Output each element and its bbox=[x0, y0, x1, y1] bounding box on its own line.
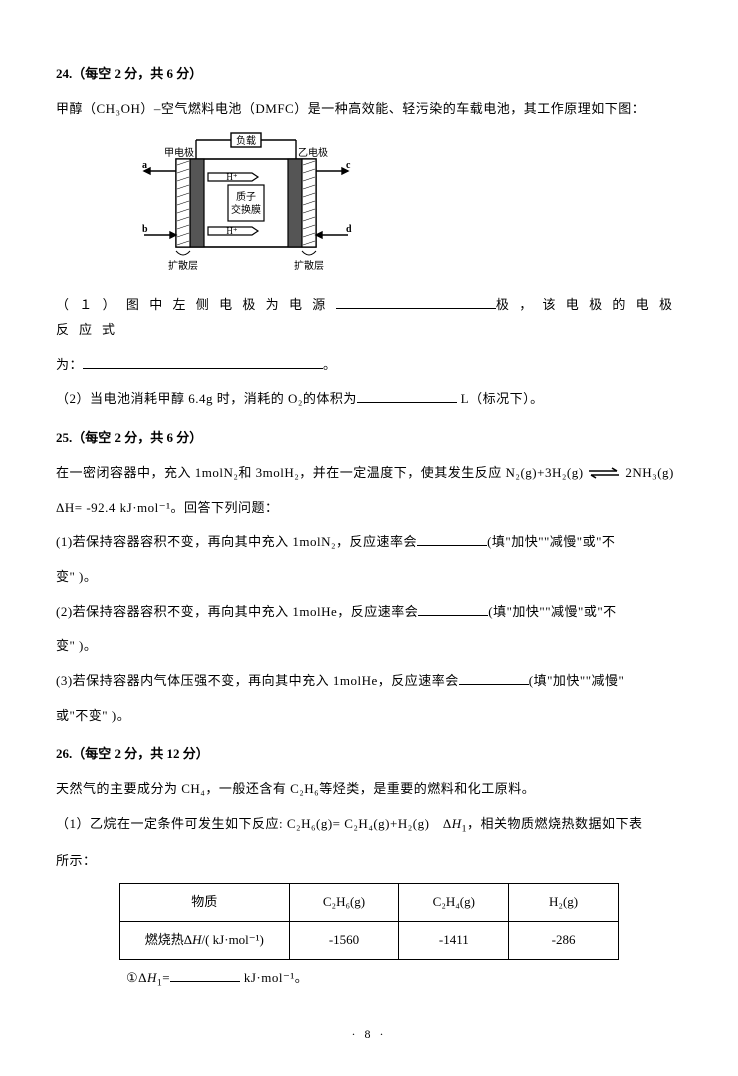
q24-p1-tail-label: 为： bbox=[56, 357, 83, 372]
q26-p1-b: ，相关物质燃烧热数据如下表 bbox=[467, 816, 643, 831]
q24-p1-tail-suffix: 。 bbox=[323, 357, 337, 372]
th-1: C₂H₆(g) bbox=[289, 884, 399, 922]
q24-intro: 甲醇（CH₃OH）–空气燃料电池（DMFC）是一种高效能、轻污染的车载电池，其工… bbox=[56, 97, 682, 122]
fn-eq: = bbox=[162, 970, 170, 985]
row-label-suffix: /( kJ·mol⁻¹) bbox=[201, 932, 263, 947]
label-left-electrode: 甲电极 bbox=[164, 146, 194, 159]
q25-p2-prefix: (2)若保持容器容积不变，再向其中充入 1molHe，反应速率会 bbox=[56, 604, 418, 619]
q24-blank-2 bbox=[83, 356, 323, 369]
q25-dh: ΔH= -92.4 kJ·mol⁻¹。回答下列问题： bbox=[56, 496, 682, 521]
q25-p1-prefix: (1)若保持容器容积不变，再向其中充入 1molN₂，反应速率会 bbox=[56, 534, 417, 549]
q24-p1-line1: （１）图中左侧电极为电源极，该电极的电极反应式 bbox=[56, 293, 682, 342]
q25-intro: 在一密闭容器中，充入 1molN₂和 3molH₂，并在一定温度下，使其发生反应… bbox=[56, 461, 682, 486]
q26-p1-tail: 所示： bbox=[56, 849, 682, 874]
q25-p2-suffix: (填"加快""减慢"或"不 bbox=[488, 604, 616, 619]
q25-p1-tail: 变" )。 bbox=[56, 565, 682, 590]
italic-H-fn: H bbox=[147, 970, 157, 985]
left-electrode bbox=[190, 159, 204, 247]
q26-blank-1 bbox=[170, 969, 240, 982]
q26-heading: 26.（每空 2 分，共 12 分） bbox=[56, 742, 682, 767]
label-membrane-2: 交换膜 bbox=[231, 203, 261, 216]
dmfc-diagram: 负载 甲电极 乙电极 质子 交换膜 H⁺ H⁺ a b c d bbox=[136, 131, 682, 281]
label-b: b bbox=[142, 224, 148, 235]
label-membrane-1: 质子 bbox=[236, 191, 256, 203]
q25-p1: (1)若保持容器容积不变，再向其中充入 1molN₂，反应速率会 (填"加快""减… bbox=[56, 530, 682, 555]
label-diffusion-l: 扩散层 bbox=[168, 259, 198, 272]
q25-blank-2 bbox=[418, 603, 488, 616]
q25-p2: (2)若保持容器容积不变，再向其中充入 1molHe，反应速率会 (填"加快""减… bbox=[56, 600, 682, 625]
q24-blank-3 bbox=[357, 390, 457, 403]
q25-heading: 25.（每空 2 分，共 6 分） bbox=[56, 426, 682, 451]
italic-H1: H bbox=[452, 816, 462, 831]
q26-p1-a: （1）乙烷在一定条件可发生如下反应: C₂H₆(g)= C₂H₄(g)+H₂(g… bbox=[56, 816, 452, 831]
label-diffusion-r: 扩散层 bbox=[294, 259, 324, 272]
td-2: -286 bbox=[509, 922, 619, 960]
q24-p2: （2）当电池消耗甲醇 6.4g 时，消耗的 O₂的体积为 L（标况下）。 bbox=[56, 387, 682, 412]
q25-blank-1 bbox=[417, 533, 487, 546]
q26-intro: 天然气的主要成分为 CH₄，一般还含有 C₂H₆等烃类，是重要的燃料和化工原料。 bbox=[56, 777, 682, 802]
q24-p2-suffix: L（标况下）。 bbox=[457, 391, 544, 406]
fn-prefix: ①Δ bbox=[126, 970, 147, 985]
q25-blank-3 bbox=[459, 672, 529, 685]
q24-blank-1 bbox=[336, 296, 496, 309]
q25-p3-tail: 或"不变" )。 bbox=[56, 704, 682, 729]
th-2: C₂H₄(g) bbox=[399, 884, 509, 922]
td-1: -1411 bbox=[399, 922, 509, 960]
right-electrode bbox=[288, 159, 302, 247]
th-0: 物质 bbox=[120, 884, 290, 922]
td-label: 燃烧热ΔH/( kJ·mol⁻¹) bbox=[120, 922, 290, 960]
page-footer: · 8 · bbox=[56, 1023, 682, 1046]
q25-intro-suffix: 2NH₃(g) bbox=[625, 465, 673, 480]
dmfc-diagram-svg: 负载 甲电极 乙电极 质子 交换膜 H⁺ H⁺ a b c d bbox=[136, 131, 356, 281]
table-row-data: 燃烧热ΔH/( kJ·mol⁻¹) -1560 -1411 -286 bbox=[120, 922, 619, 960]
q24-p2-prefix: （2）当电池消耗甲醇 6.4g 时，消耗的 O₂的体积为 bbox=[56, 391, 357, 406]
row-label-prefix: 燃烧热Δ bbox=[145, 932, 192, 947]
combustion-table: 物质 C₂H₆(g) C₂H₄(g) H₂(g) 燃烧热ΔH/( kJ·mol⁻… bbox=[119, 883, 619, 959]
q24-heading: 24.（每空 2 分，共 6 分） bbox=[56, 62, 682, 87]
q25-p3-prefix: (3)若保持容器内气体压强不变，再向其中充入 1molHe，反应速率会 bbox=[56, 673, 459, 688]
q25-intro-prefix: 在一密闭容器中，充入 1molN₂和 3molH₂，并在一定温度下，使其发生反应… bbox=[56, 465, 584, 480]
label-d: d bbox=[346, 224, 352, 235]
td-0: -1560 bbox=[289, 922, 399, 960]
q24-p1-prefix: （１）图中左侧电极为电源 bbox=[56, 297, 336, 312]
fn-suffix: kJ·mol⁻¹。 bbox=[240, 970, 308, 985]
label-a: a bbox=[142, 160, 147, 171]
q25-p3: (3)若保持容器内气体压强不变，再向其中充入 1molHe，反应速率会 (填"加快… bbox=[56, 669, 682, 694]
q24-p1-line2: 为： 。 bbox=[56, 353, 682, 378]
q25-p3-suffix: (填"加快""减慢" bbox=[529, 673, 625, 688]
q25-p1-suffix: (填"加快""减慢"或"不 bbox=[487, 534, 615, 549]
q26-footnote: ①ΔH1= kJ·mol⁻¹。 bbox=[56, 966, 682, 993]
label-ion-1: H⁺ bbox=[226, 172, 237, 182]
q26-p1: （1）乙烷在一定条件可发生如下反应: C₂H₆(g)= C₂H₄(g)+H₂(g… bbox=[56, 812, 682, 839]
label-c: c bbox=[346, 160, 351, 171]
label-ion-2: H⁺ bbox=[226, 226, 237, 236]
table-row-header: 物质 C₂H₆(g) C₂H₄(g) H₂(g) bbox=[120, 884, 619, 922]
label-load: 负载 bbox=[236, 134, 256, 147]
label-right-electrode: 乙电极 bbox=[298, 146, 328, 159]
th-3: H₂(g) bbox=[509, 884, 619, 922]
equilibrium-arrow bbox=[587, 465, 625, 480]
q25-p2-tail: 变" )。 bbox=[56, 634, 682, 659]
